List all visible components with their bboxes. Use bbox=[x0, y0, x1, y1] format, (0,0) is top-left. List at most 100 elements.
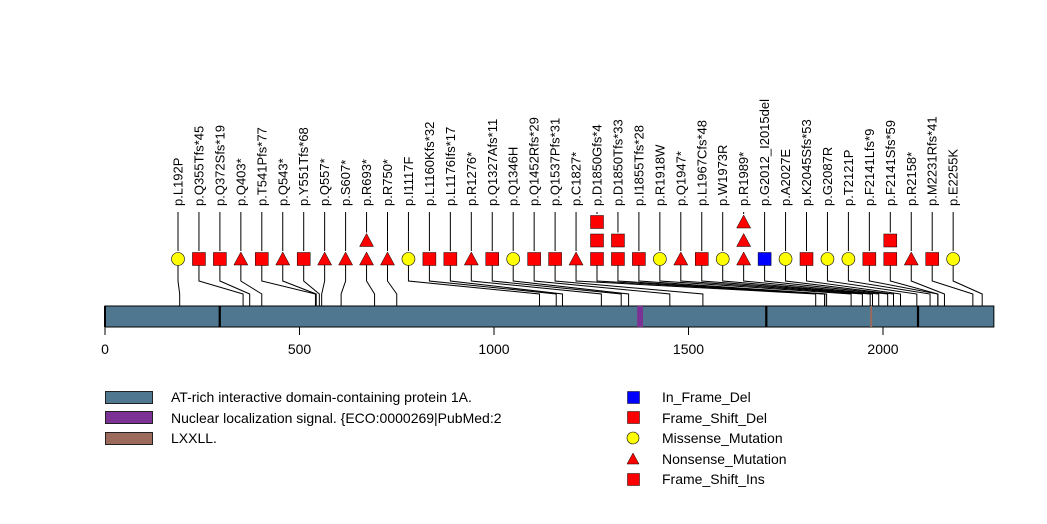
mutation-label: p.R750* bbox=[380, 159, 395, 206]
legend-item-domain: LXXLL. bbox=[105, 428, 502, 449]
mutation-label: p.L192P bbox=[171, 158, 186, 206]
mutation-label: p.Q1947* bbox=[673, 151, 688, 206]
legend-item-mutation: Frame_Shift_Ins bbox=[626, 469, 787, 490]
domain-swatch-nls bbox=[105, 411, 153, 425]
legend-item-mutation: Nonsense_Mutation bbox=[626, 449, 787, 470]
blue-square-icon bbox=[626, 390, 640, 404]
missense-marker bbox=[715, 252, 730, 266]
mutation-label: p.G2087R bbox=[820, 147, 835, 206]
mutation-label: p.R1918W bbox=[652, 144, 667, 206]
mutation-type-legend: In_Frame_Del Frame_Shift_Del Missense_Mu… bbox=[626, 387, 787, 490]
nonsense-marker bbox=[736, 232, 752, 247]
mutation-label: p.Q1537Pfs*31 bbox=[548, 118, 563, 206]
legend-label: Frame_Shift_Ins bbox=[662, 471, 765, 488]
x-tick-label: 0 bbox=[101, 341, 109, 357]
nonsense-marker bbox=[233, 251, 249, 266]
mutation-label: p.T2121P bbox=[841, 150, 856, 206]
mutation-label: p.L1176Ifs*17 bbox=[443, 127, 458, 206]
legend-item-mutation: Frame_Shift_Del bbox=[626, 408, 787, 429]
legend-item-mutation: In_Frame_Del bbox=[626, 387, 787, 408]
nonsense-marker bbox=[736, 251, 752, 266]
mutation-label: p.Q372Sfs*19 bbox=[212, 125, 227, 206]
x-tick-label: 500 bbox=[288, 341, 312, 357]
legend-item-domain: AT-rich interactive domain-containing pr… bbox=[105, 387, 502, 408]
mutation-label: p.W1973R bbox=[715, 145, 730, 206]
legend-label: Nuclear localization signal. {ECO:000026… bbox=[171, 409, 502, 426]
mutation-label: p.G2012_I2015del bbox=[757, 99, 772, 206]
mutation-label: p.L1160Kfs*32 bbox=[422, 122, 437, 206]
missense-marker bbox=[778, 252, 793, 266]
x-tick-label: 2000 bbox=[867, 341, 898, 357]
mutation-label: p.D1850Gfs*4 bbox=[590, 124, 605, 206]
mutation-label: p.Q543* bbox=[275, 158, 290, 206]
mutation-label: p.D1850Tfs*33 bbox=[610, 119, 625, 206]
frameshift-del-marker bbox=[590, 215, 604, 229]
frameshift-del-marker bbox=[632, 252, 646, 266]
nonsense-marker bbox=[359, 232, 374, 247]
frameshift-ins-marker bbox=[883, 233, 898, 248]
frameshift-del-marker bbox=[422, 252, 437, 266]
frameshift-del-marker bbox=[213, 252, 227, 266]
nonsense-marker bbox=[317, 251, 333, 266]
mutation-markers bbox=[171, 214, 960, 266]
domain-region bbox=[637, 306, 643, 327]
mutation-label: p.L1967Cfs*48 bbox=[694, 120, 709, 206]
nonsense-marker bbox=[673, 251, 689, 266]
red-triangle-icon bbox=[626, 452, 640, 466]
frameshift-del-marker bbox=[548, 252, 562, 266]
frameshift-del-marker bbox=[695, 252, 709, 266]
frameshift-del-marker bbox=[296, 252, 311, 266]
mutation-label: p.R2158* bbox=[904, 152, 919, 206]
frameshift-del-marker bbox=[485, 252, 499, 266]
legend-label: AT-rich interactive domain-containing pr… bbox=[171, 389, 472, 406]
frameshift-del-marker bbox=[255, 252, 269, 266]
frameshift-del-marker bbox=[611, 252, 625, 266]
x-axis: 0 500 1000 1500 2000 bbox=[101, 327, 899, 357]
mutation-label: p.Q1327Afs*11 bbox=[485, 119, 500, 206]
legend-label: Missense_Mutation bbox=[662, 430, 783, 447]
mutation-label: p.Q355Tfs*45 bbox=[191, 126, 206, 206]
frameshift-del-marker bbox=[527, 252, 541, 266]
missense-marker bbox=[401, 252, 416, 266]
red-square-icon bbox=[626, 472, 640, 486]
legend-label: In_Frame_Del bbox=[662, 389, 751, 406]
legend-label: Nonsense_Mutation bbox=[662, 450, 787, 467]
missense-marker bbox=[946, 252, 960, 266]
frameshift-del-marker bbox=[862, 252, 877, 266]
frameshift-del-marker bbox=[192, 252, 206, 266]
missense-marker bbox=[506, 252, 521, 266]
mutation-label: p.F2141Sfs*59 bbox=[883, 120, 898, 206]
frameshift-del-marker bbox=[443, 252, 458, 266]
protein-backbone bbox=[104, 305, 995, 328]
frameshift-del-marker bbox=[925, 252, 939, 266]
mutation-label: p.E2255K bbox=[946, 149, 961, 206]
frameshift-del-marker bbox=[590, 252, 604, 266]
mutation-label: p.F2141Lfs*9 bbox=[862, 129, 877, 206]
nonsense-marker bbox=[903, 251, 919, 266]
legend-label: Frame_Shift_Del bbox=[662, 409, 768, 426]
mutation-label: p.Q1346H bbox=[506, 147, 521, 206]
mutation-labels: p.L192P p.Q355Tfs*45 p.Q372Sfs*19 p.Q403* p.… bbox=[171, 99, 961, 206]
frameshift-del-marker bbox=[799, 252, 814, 266]
legend-item-domain: Nuclear localization signal. {ECO:000026… bbox=[105, 408, 502, 429]
mutation-label: p.Q557* bbox=[317, 158, 332, 206]
frameshift-del-marker bbox=[590, 233, 604, 248]
missense-marker bbox=[820, 252, 835, 266]
mutation-label: p.Q1452Rfs*29 bbox=[527, 117, 542, 206]
red-square-icon bbox=[626, 411, 640, 425]
mutation-label: p.C1827* bbox=[569, 152, 584, 206]
legend-item-mutation: Missense_Mutation bbox=[626, 428, 787, 449]
in-frame-del-marker bbox=[757, 252, 772, 266]
legend-label: LXXLL. bbox=[171, 430, 217, 447]
mutation-label: p.Y551Tfs*68 bbox=[296, 127, 311, 206]
yellow-circle-icon bbox=[626, 431, 640, 445]
mutation-label: p.A2027E bbox=[778, 149, 793, 206]
domain-swatch-lxxll bbox=[105, 431, 153, 445]
mutation-label: p.S607* bbox=[338, 160, 353, 206]
mutation-label: p.T541Pfs*77 bbox=[254, 127, 269, 206]
frameshift-del-marker bbox=[611, 233, 625, 248]
frameshift-ins-marker bbox=[883, 252, 898, 266]
protein-bar bbox=[104, 305, 995, 328]
missense-marker bbox=[653, 252, 667, 266]
